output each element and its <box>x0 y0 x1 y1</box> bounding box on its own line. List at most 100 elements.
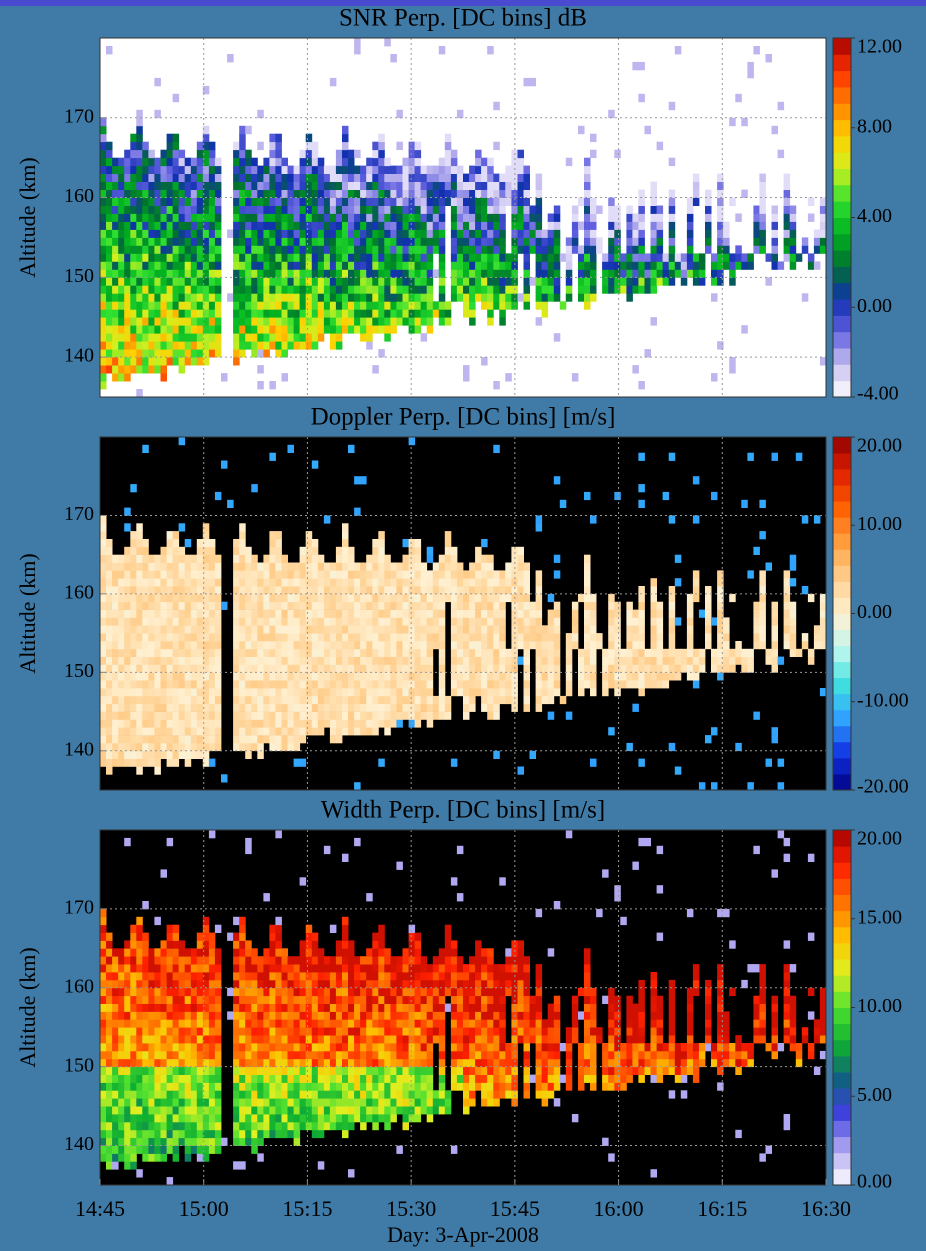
echo-cell <box>239 190 246 198</box>
echo-cell <box>239 214 246 222</box>
echo-cell <box>282 719 289 727</box>
echo-cell <box>493 649 500 657</box>
echo-cell <box>481 253 488 261</box>
echo-cell <box>112 1153 119 1161</box>
echo-cell <box>342 727 349 735</box>
echo-cell <box>324 301 331 309</box>
echo-cell <box>124 563 131 571</box>
echo-cell <box>269 198 276 206</box>
echo-cell <box>590 285 597 293</box>
echo-cell <box>136 617 143 625</box>
echo-cell <box>306 269 313 277</box>
echo-cell <box>245 1043 252 1051</box>
echo-cell <box>197 563 204 571</box>
echo-cell <box>142 301 149 309</box>
echo-cell <box>173 230 180 238</box>
echo-cell <box>324 269 331 277</box>
echo-cell <box>142 680 149 688</box>
echo-cell <box>112 1043 119 1051</box>
echo-cell <box>288 245 295 253</box>
echo-cell <box>729 198 736 206</box>
echo-cell <box>403 649 410 657</box>
echo-cell <box>505 594 512 602</box>
echo-cell <box>130 751 137 759</box>
echo-cell <box>209 1051 216 1059</box>
echo-cell <box>179 688 186 696</box>
echo-cell <box>330 174 337 182</box>
echo-cell <box>239 988 246 996</box>
echo-cell <box>300 325 307 333</box>
echo-cell <box>451 166 458 174</box>
echo-cell <box>669 617 676 625</box>
echo-cell <box>215 980 222 988</box>
echo-cell <box>148 633 155 641</box>
echo-cell <box>312 269 319 277</box>
echo-cell <box>106 245 113 253</box>
echo-cell <box>354 253 361 261</box>
echo-cell <box>257 166 264 174</box>
echo-cell <box>348 578 355 586</box>
echo-cell <box>427 261 434 269</box>
echo-cell <box>263 657 270 665</box>
echo-cell <box>106 190 113 198</box>
echo-cell <box>106 980 113 988</box>
echo-cell <box>106 996 113 1004</box>
echo-cell <box>378 269 385 277</box>
echo-cell <box>191 617 198 625</box>
echo-cell <box>136 1106 143 1114</box>
echo-cell <box>209 617 216 625</box>
echo-cell <box>300 333 307 341</box>
echo-cell <box>711 782 718 790</box>
echo-cell <box>167 964 174 972</box>
echo-cell <box>173 349 180 357</box>
echo-cell <box>275 277 282 285</box>
echo-cell <box>657 633 664 641</box>
echo-cell <box>269 672 276 680</box>
echo-cell <box>185 166 192 174</box>
echo-cell <box>179 1043 186 1051</box>
echo-cell <box>384 649 391 657</box>
echo-cell <box>324 293 331 301</box>
echo-cell <box>481 672 488 680</box>
echo-cell <box>142 206 149 214</box>
echo-cell <box>209 142 216 150</box>
echo-cell <box>657 142 664 150</box>
echo-cell <box>348 696 355 704</box>
echo-cell <box>142 988 149 996</box>
echo-cell <box>263 182 270 190</box>
echo-cell <box>705 586 712 594</box>
echo-cell <box>705 594 712 602</box>
echo-cell <box>457 198 464 206</box>
echo-cell <box>239 142 246 150</box>
echo-cell <box>675 269 682 277</box>
echo-cell <box>197 948 204 956</box>
echo-cell <box>179 190 186 198</box>
echo-cell <box>130 925 137 933</box>
y-tick-label: 160 <box>64 581 94 603</box>
echo-cell <box>209 980 216 988</box>
echo-cell <box>124 735 131 743</box>
echo-cell <box>118 672 125 680</box>
echo-cell <box>118 586 125 594</box>
echo-cell <box>372 641 379 649</box>
echo-cell <box>112 174 119 182</box>
echo-cell <box>112 555 119 563</box>
echo-cell <box>403 696 410 704</box>
echo-cell <box>572 206 579 214</box>
echo-cell <box>118 956 125 964</box>
echo-cell <box>173 237 180 245</box>
echo-cell <box>269 325 276 333</box>
echo-cell <box>154 78 161 86</box>
echo-cell <box>306 555 313 563</box>
echo-cell <box>759 245 766 253</box>
echo-cell <box>439 230 446 238</box>
echo-cell <box>330 206 337 214</box>
echo-cell <box>142 696 149 704</box>
echo-cell <box>463 309 470 317</box>
echo-cell <box>657 649 664 657</box>
colorbar-tick-label: 8.00 <box>857 115 892 137</box>
echo-cell <box>469 190 476 198</box>
echo-cell <box>681 269 688 277</box>
echo-cell <box>148 972 155 980</box>
echo-cell <box>185 198 192 206</box>
